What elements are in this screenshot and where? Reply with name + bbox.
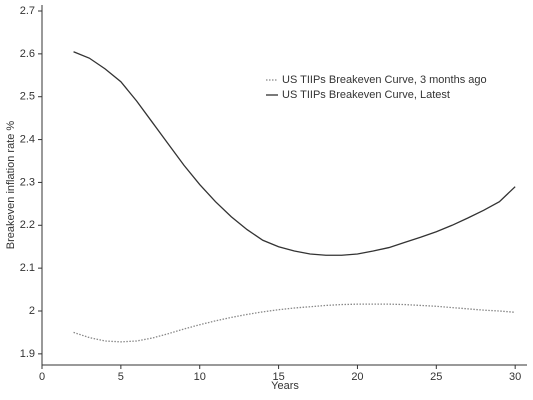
y-tick-label: 1.9	[20, 348, 35, 360]
x-axis-label: Years	[271, 380, 299, 392]
x-tick-label: 20	[351, 371, 363, 383]
x-tick-label: 15	[272, 371, 284, 383]
x-tick-label: 30	[509, 371, 521, 383]
legend-label: US TIIPs Breakeven Curve, Latest	[282, 89, 450, 101]
x-tick-label: 25	[430, 371, 442, 383]
y-axis-label: Breakeven inflation rate %	[5, 121, 17, 250]
series-line	[73, 51, 516, 256]
x-tick-label: 5	[118, 371, 124, 383]
y-tick-label: 2.4	[20, 133, 35, 145]
y-tick-label: 2.6	[20, 48, 35, 60]
y-tick-label: 2.2	[20, 219, 35, 231]
legend-label: US TIIPs Breakeven Curve, 3 months ago	[282, 74, 487, 86]
y-tick-label: 2.5	[20, 91, 35, 103]
y-tick-label: 2.3	[20, 176, 35, 188]
y-tick-label: 2.1	[20, 262, 35, 274]
x-tick-label: 10	[194, 371, 206, 383]
x-tick-label: 0	[39, 371, 45, 383]
y-tick-label: 2.7	[20, 5, 35, 17]
y-tick-label: 2	[29, 305, 35, 317]
series-line	[73, 303, 516, 343]
